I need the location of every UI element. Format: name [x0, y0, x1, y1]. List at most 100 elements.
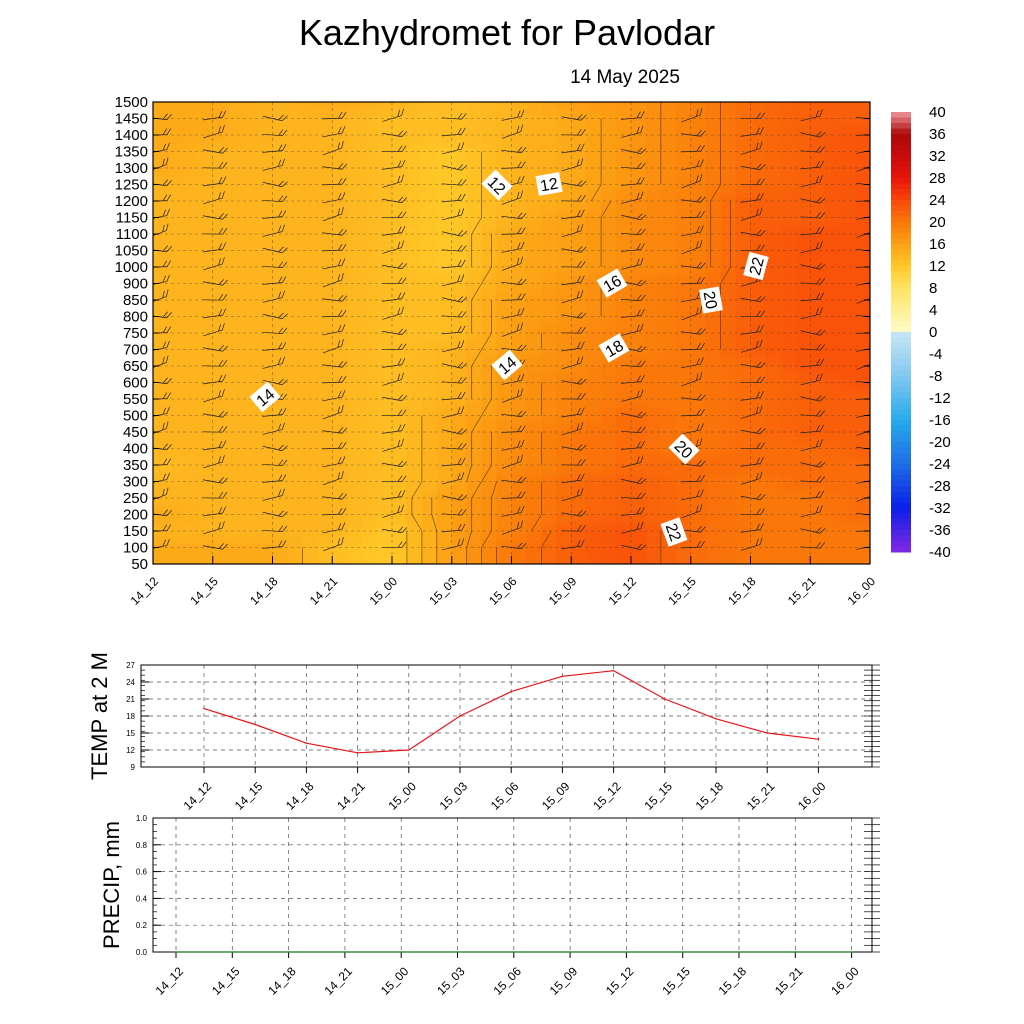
heatmap-cell: [421, 155, 438, 161]
heatmap-cell: [153, 547, 169, 553]
heatmap-cell: [645, 126, 662, 132]
heatmap-cell: [451, 518, 468, 524]
heatmap-cell: [421, 291, 438, 297]
heatmap-cell: [242, 361, 259, 367]
heatmap-cell: [690, 246, 707, 252]
heatmap-cell: [197, 543, 214, 549]
heatmap-cell: [526, 427, 542, 433]
heatmap-cell: [750, 526, 767, 532]
heatmap-cell: [526, 110, 542, 115]
heatmap-cell: [750, 502, 767, 507]
heatmap-cell: [347, 382, 363, 388]
heatmap-cell: [556, 118, 572, 124]
heatmap-cell: [287, 518, 303, 524]
heatmap-cell: [212, 403, 229, 408]
heatmap-cell: [392, 209, 408, 214]
heatmap-cell: [242, 436, 259, 441]
heatmap-cell: [645, 242, 662, 247]
heatmap-cell: [377, 522, 393, 528]
heatmap-cell: [481, 498, 498, 503]
heatmap-cell: [302, 485, 318, 491]
heatmap-cell: [287, 283, 303, 289]
heatmap-cell: [406, 436, 423, 441]
heatmap-cell: [287, 436, 303, 441]
heatmap-cell: [362, 271, 378, 276]
heatmap-cell: [645, 135, 662, 140]
heatmap-cell: [586, 345, 602, 351]
heatmap-cell: [406, 213, 423, 219]
heatmap-cell: [212, 126, 229, 132]
heatmap-cell: [466, 448, 483, 454]
heatmap-cell: [675, 481, 692, 487]
heatmap-cell: [436, 353, 453, 359]
heatmap-cell: [586, 176, 602, 181]
heatmap-cell: [392, 349, 408, 355]
heatmap-cell: [436, 374, 453, 379]
heatmap-cell: [616, 168, 632, 173]
heatmap-cell: [705, 341, 722, 346]
heatmap-cell: [302, 374, 318, 379]
heatmap-cell: [362, 510, 378, 516]
heatmap-cell: [227, 432, 244, 437]
heatmap-cell: [421, 498, 438, 503]
heatmap-cell: [601, 312, 617, 318]
heatmap-cell: [690, 180, 707, 186]
heatmap-cell: [257, 361, 274, 367]
heatmap-cell: [601, 155, 617, 161]
heatmap-cell: [287, 361, 303, 367]
heatmap-cell: [227, 172, 244, 177]
heatmap-cell: [511, 370, 528, 375]
heatmap-cell: [631, 411, 647, 417]
heatmap-cell: [153, 130, 169, 136]
heatmap-cell: [362, 543, 378, 549]
heatmap-cell: [496, 539, 513, 544]
heatmap-cell: [780, 250, 796, 256]
heatmap-cell: [601, 427, 617, 433]
heatmap-cell: [571, 114, 587, 120]
heatmap-cell: [690, 143, 707, 148]
heatmap-cell: [257, 221, 274, 227]
heatmap-cell: [750, 547, 767, 553]
heatmap-cell: [167, 374, 184, 379]
heatmap-cell: [421, 102, 438, 107]
heatmap-cell: [153, 345, 169, 351]
heatmap-cell: [302, 361, 318, 367]
heatmap-cell: [197, 126, 214, 132]
heatmap-cell: [242, 242, 259, 247]
heatmap-cell: [571, 209, 587, 214]
heatmap-cell: [242, 168, 259, 173]
heatmap-cell: [795, 382, 811, 388]
heatmap-cell: [645, 180, 662, 186]
heatmap-cell: [541, 361, 557, 367]
heatmap-cell: [645, 221, 662, 227]
heatmap-cell: [526, 176, 542, 181]
heatmap-cell: [377, 502, 393, 507]
heatmap-cell: [377, 159, 393, 165]
heatmap-cell: [481, 510, 498, 516]
heatmap-cell: [765, 506, 781, 511]
heatmap-cell: [227, 143, 244, 148]
heatmap-cell: [720, 192, 737, 198]
heatmap-cell: [511, 225, 528, 231]
heatmap-cell: [302, 283, 318, 289]
heatmap-cell: [720, 394, 737, 400]
heatmap-cell: [317, 106, 333, 111]
heatmap-cell: [631, 382, 647, 388]
heatmap-cell: [780, 539, 796, 544]
heatmap-cell: [511, 559, 528, 564]
heatmap-cell: [242, 345, 259, 351]
heatmap-cell: [436, 217, 453, 223]
heatmap-cell: [466, 551, 483, 557]
heatmap-cell: [272, 481, 289, 487]
heatmap-cell: [377, 287, 393, 293]
heatmap-cell: [227, 308, 244, 313]
heatmap-cell: [362, 205, 378, 210]
heatmap-cell: [601, 114, 617, 120]
heatmap-cell: [556, 304, 572, 309]
heatmap-cell: [601, 539, 617, 544]
heatmap-cell: [541, 151, 557, 157]
heatmap-cell: [332, 254, 348, 260]
heatmap-cell: [287, 333, 303, 338]
heatmap-cell: [167, 258, 184, 264]
heatmap-cell: [616, 242, 632, 247]
